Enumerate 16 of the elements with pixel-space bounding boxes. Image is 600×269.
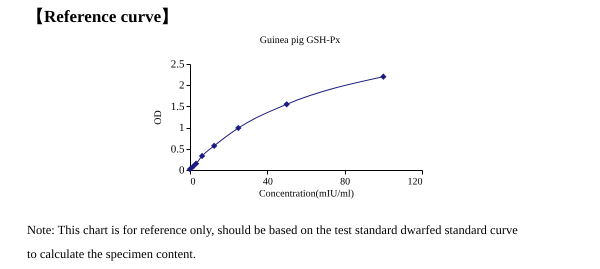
text: 【Reference curve】 [27, 7, 178, 26]
y-tick-label: 1 [179, 122, 184, 134]
y-axis-title: OD [152, 110, 164, 125]
x-tick-label: 80 [340, 176, 350, 188]
y-tick-label: 0 [179, 164, 185, 176]
x-tick-label: 120 [408, 176, 422, 188]
x-tick-label: 0 [190, 176, 196, 188]
y-tick-label: 2 [179, 80, 184, 92]
x-tick-label: 40 [262, 176, 273, 188]
text: Note: This chart is for reference only, should be based on the test standard dwarfed standard curve [27, 223, 518, 237]
chart-title: Guinea pig GSH-Px [260, 35, 340, 46]
y-tick-label: 1.5 [170, 100, 185, 113]
y-tick-label: 2.5 [170, 58, 185, 70]
y-tick-label: 0.5 [170, 143, 185, 156]
text: to calculate the specimen content. [27, 247, 196, 261]
x-axis-title: Concentration(mIU/ml) [259, 188, 354, 200]
